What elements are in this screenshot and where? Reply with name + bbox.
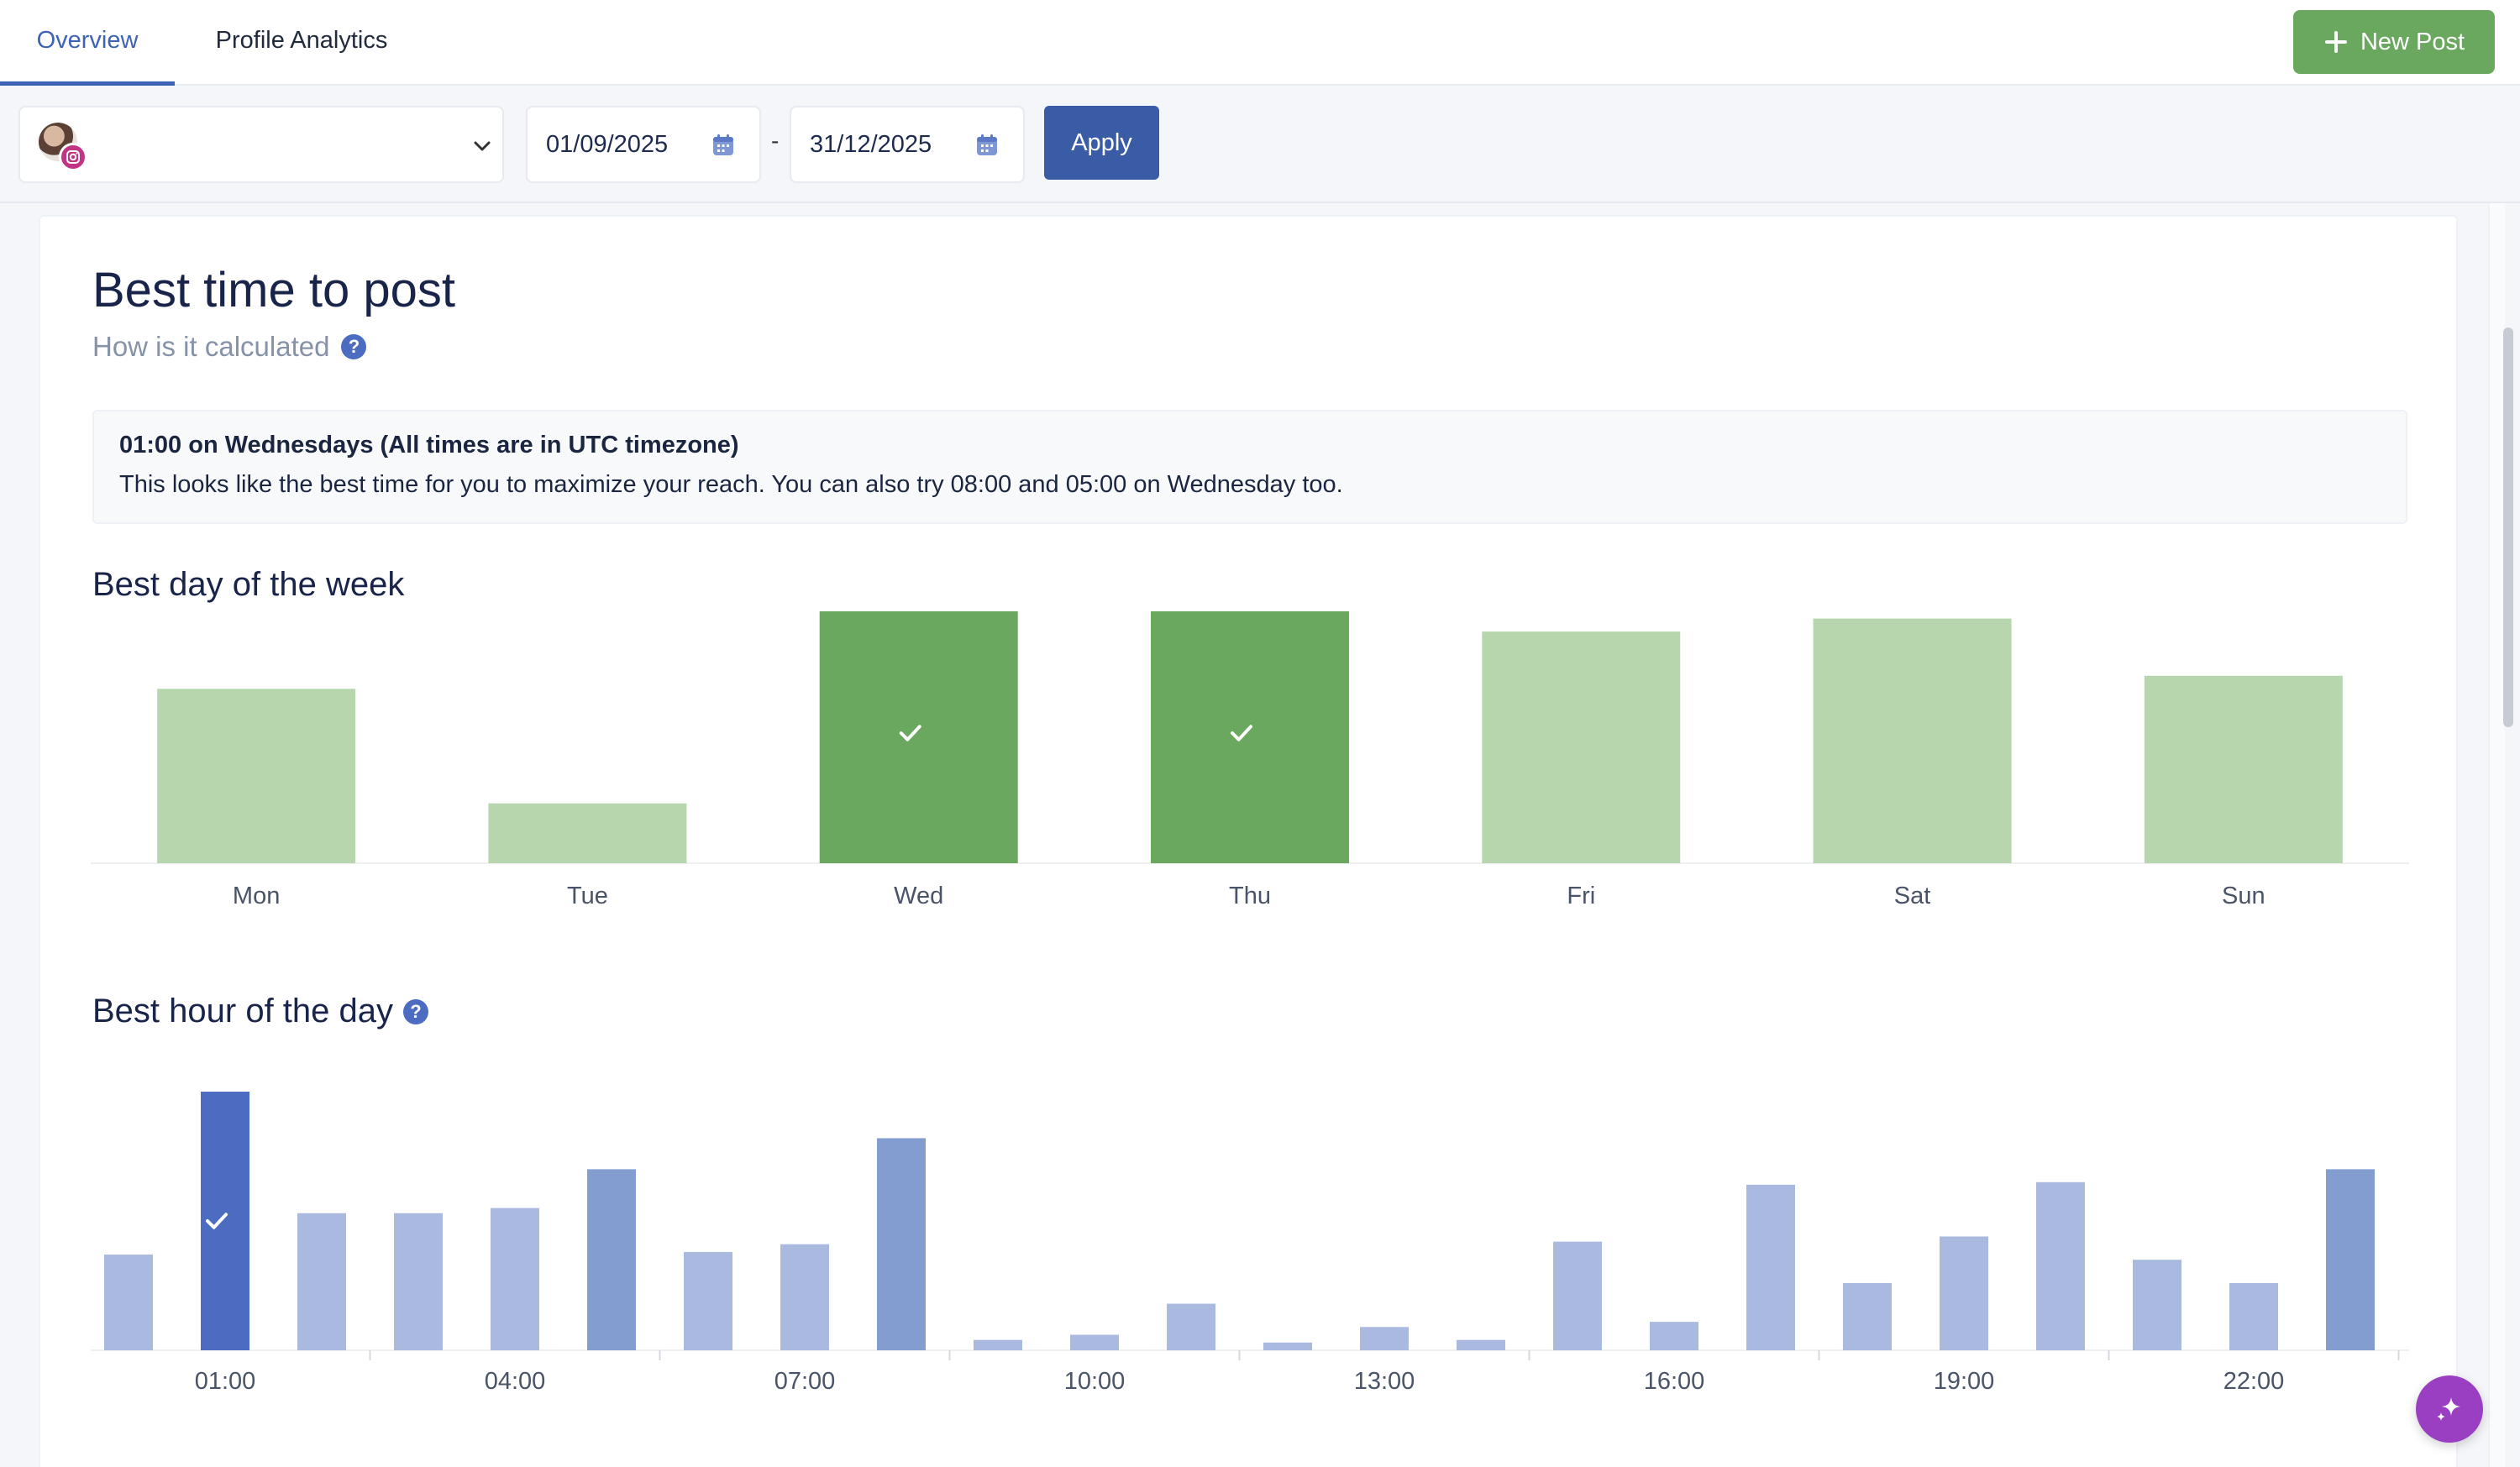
day-label: Wed	[894, 883, 943, 909]
new-post-label: New Post	[2360, 28, 2465, 55]
hour-bar-2200[interactable]	[2229, 1282, 2278, 1350]
hour-bar-0600[interactable]	[684, 1251, 732, 1350]
day-bar-fri[interactable]	[1482, 631, 1681, 863]
best-day-label: Best day of the week	[92, 566, 405, 603]
hour-bar-2100[interactable]	[2133, 1260, 2181, 1350]
help-icon[interactable]: ?	[341, 334, 367, 359]
check-icon	[1231, 725, 1252, 741]
how-calculated-label: How is it calculated	[92, 331, 330, 362]
hour-bar-1300[interactable]	[1360, 1327, 1409, 1350]
day-label: Mon	[233, 883, 280, 909]
hour-bar-1400[interactable]	[1457, 1339, 1505, 1350]
day-bar-wed[interactable]	[819, 611, 1018, 863]
hour-bar-1800[interactable]	[1843, 1282, 1892, 1350]
day-label: Tue	[567, 883, 608, 909]
ai-assistant-button[interactable]	[2416, 1375, 2483, 1443]
help-icon[interactable]: ?	[403, 998, 429, 1024]
hour-tick-label: 10:00	[1064, 1368, 1126, 1395]
hour-tick-label: 01:00	[195, 1368, 256, 1395]
day-label: Thu	[1229, 883, 1271, 909]
day-label: Sun	[2222, 883, 2265, 909]
end-date-field[interactable]: 31/12/2025	[790, 106, 1025, 183]
end-date-value: 31/12/2025	[810, 131, 932, 158]
hour-bar-1200[interactable]	[1263, 1342, 1312, 1350]
hour-bar-0300[interactable]	[394, 1213, 443, 1350]
tab-profile-analytics[interactable]: Profile Analytics	[215, 27, 388, 54]
hour-bar-1000[interactable]	[1070, 1334, 1119, 1350]
hour-tick-label: 07:00	[774, 1368, 836, 1395]
start-date-value: 01/09/2025	[546, 131, 669, 158]
best-hour-chart: 01:00 04:00 07:00 10:00 13:00 16:00 19:00 22:00	[91, 1092, 2409, 1395]
day-bar-mon[interactable]	[157, 689, 356, 863]
recommendation-headline: 01:00 on Wednesdays (All times are in UT…	[119, 432, 739, 458]
calendar-icon	[977, 134, 997, 155]
top-tab-bar: Overview Profile Analytics New Post	[0, 0, 2520, 86]
scrollbar-thumb[interactable]	[2503, 327, 2513, 727]
date-range-separator: -	[771, 128, 780, 154]
filter-bar: 01/09/2025 - 31/12/2025 Apply	[0, 87, 2520, 203]
hour-bar-0500[interactable]	[587, 1169, 636, 1350]
page-title: Best time to post	[92, 263, 455, 317]
hour-tick-label: 22:00	[2223, 1368, 2285, 1395]
best-hour-label: Best hour of the day	[92, 993, 394, 1030]
start-date-field[interactable]: 01/09/2025	[526, 106, 761, 183]
hour-bar-0800[interactable]	[877, 1138, 926, 1350]
hour-bar-0200[interactable]	[297, 1213, 346, 1350]
best-hour-title: Best hour of the day ?	[92, 993, 429, 1030]
how-calculated-link[interactable]: How is it calculated ?	[92, 331, 367, 363]
hour-bar-0000[interactable]	[104, 1255, 153, 1350]
day-bar-thu[interactable]	[1151, 611, 1349, 863]
scrollbar-track[interactable]	[2488, 203, 2505, 1467]
hour-tick-label: 04:00	[485, 1368, 546, 1395]
check-icon	[899, 725, 921, 741]
hour-bar-1100[interactable]	[1167, 1303, 1215, 1350]
best-time-card: Best time to post How is it calculated ?…	[39, 215, 2458, 1467]
sparkle-icon	[2437, 1397, 2460, 1421]
day-label: Fri	[1567, 883, 1595, 909]
calendar-icon	[713, 134, 733, 155]
chevron-down-icon	[474, 141, 491, 151]
account-select[interactable]	[18, 106, 504, 183]
hour-tick-label: 19:00	[1934, 1368, 1995, 1395]
hour-tick-label: 16:00	[1644, 1368, 1705, 1395]
new-post-button[interactable]: New Post	[2293, 10, 2495, 74]
plus-icon	[2324, 31, 2347, 53]
day-bar-tue[interactable]	[488, 803, 687, 863]
hour-bar-1500[interactable]	[1553, 1241, 1602, 1350]
day-label: Sat	[1894, 883, 1931, 909]
hour-bar-2000[interactable]	[2036, 1181, 2085, 1350]
day-bar-sun[interactable]	[2144, 675, 2343, 863]
hour-bar-0700[interactable]	[780, 1244, 829, 1350]
check-icon	[206, 1213, 228, 1229]
day-bar-sat[interactable]	[1813, 618, 2012, 863]
hour-bar-1700[interactable]	[1746, 1184, 1795, 1350]
hour-bar-0900[interactable]	[974, 1339, 1022, 1350]
hour-tick-label: 13:00	[1354, 1368, 1415, 1395]
recommendation-text: This looks like the best time for you to…	[119, 471, 1343, 498]
hour-bar-1900[interactable]	[1940, 1236, 1988, 1350]
best-day-chart: Mon Tue Wed Thu Fri Sat Sun	[91, 611, 2409, 909]
best-day-title: Best day of the week	[92, 566, 404, 604]
recommendation-box: 01:00 on Wednesdays (All times are in UT…	[92, 410, 2407, 524]
apply-button[interactable]: Apply	[1044, 106, 1159, 180]
instagram-icon	[59, 143, 87, 171]
hour-bar-2300[interactable]	[2326, 1169, 2375, 1350]
hour-bar-1600[interactable]	[1650, 1322, 1698, 1350]
tab-overview[interactable]: Overview	[0, 0, 175, 86]
hour-bar-0400[interactable]	[491, 1208, 539, 1350]
